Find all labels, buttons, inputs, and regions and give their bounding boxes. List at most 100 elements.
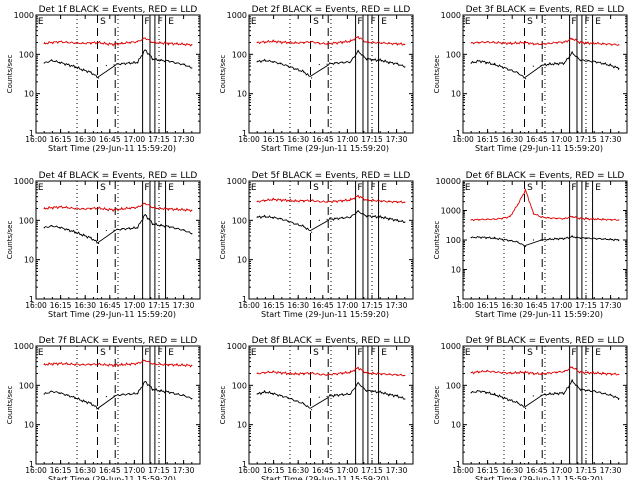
x-tick-label: 16:30 — [501, 301, 523, 310]
x-tick-label: 17:15 — [361, 466, 383, 475]
event-label: F — [371, 183, 376, 193]
events-series-line — [257, 49, 406, 78]
panel-title: Det 3f BLACK = Events, RED = LLD — [466, 5, 625, 15]
y-tick-label: 1000 — [14, 177, 34, 186]
x-tick-label: 17:00 — [124, 301, 146, 310]
x-tick-label: 17:15 — [148, 466, 170, 475]
panel-title: Det 6f BLACK = Events, RED = LLD — [466, 171, 625, 181]
panel-det-4: Det 4f BLACK = Events, RED = LLD 1 10 100 10… — [6, 171, 201, 319]
y-tick-label: 100 — [446, 381, 461, 390]
lld-series-line — [470, 366, 619, 376]
events-point — [318, 219, 320, 221]
events-point — [97, 242, 100, 244]
x-tick-label: 17:15 — [575, 301, 597, 310]
x-tick-label: 17:00 — [337, 301, 359, 310]
x-tick-label: 16:30 — [501, 135, 523, 144]
y-tick-label: 1000 — [441, 207, 461, 216]
x-tick-label: 16:00 — [238, 301, 260, 310]
y-tick-label: 10 — [451, 421, 461, 430]
events-point — [97, 408, 100, 410]
y-tick-label: 1 — [29, 295, 34, 304]
y-axis-label: Counts/sec — [433, 55, 441, 94]
x-axis-label: Start Time (29-Jun-11 15:59:20) — [261, 310, 389, 319]
x-tick-label: 17:30 — [386, 135, 408, 144]
x-tick-label: 16:15 — [263, 135, 285, 144]
x-tick-label: 16:45 — [99, 301, 121, 310]
x-tick-label: 17:15 — [361, 301, 383, 310]
events-point — [524, 407, 527, 409]
y-tick-label: 1000 — [14, 342, 34, 351]
y-tick-label: 1000 — [441, 342, 461, 351]
y-tick-label: 10 — [24, 90, 34, 99]
x-tick-label: 16:15 — [50, 466, 72, 475]
panel-det-1: Det 1f BLACK = Events, RED = LLD 1 10 100 10… — [6, 5, 201, 153]
y-axis-label: Counts/sec — [6, 221, 14, 260]
event-label: F — [357, 17, 362, 27]
event-label: F — [571, 183, 576, 193]
y-tick-label: 1000 — [227, 342, 247, 351]
x-tick-label: 16:30 — [501, 466, 523, 475]
events-point — [532, 65, 534, 67]
lld-series-line — [43, 37, 193, 47]
event-label: E — [38, 183, 44, 193]
x-tick-label: 16:00 — [25, 466, 47, 475]
events-series-line — [257, 209, 405, 232]
event-label: S — [100, 183, 106, 193]
events-point — [105, 229, 107, 232]
x-tick-label: 16:15 — [477, 466, 499, 475]
event-label: E — [381, 17, 387, 27]
y-tick-label: 1 — [242, 295, 247, 304]
y-tick-label: 1000 — [14, 11, 34, 20]
x-tick-label: 16:00 — [238, 135, 260, 144]
event-label: F — [585, 183, 590, 193]
panel-title: Det 9f BLACK = Events, RED = LLD — [466, 336, 625, 346]
events-point — [105, 395, 107, 398]
x-tick-label: 16:30 — [287, 466, 309, 475]
event-label: E — [38, 348, 44, 358]
y-tick-label: 10 — [451, 90, 461, 99]
events-point — [524, 78, 527, 80]
lld-series-line — [471, 37, 620, 46]
events-point — [318, 396, 320, 398]
events-series-line — [43, 214, 193, 244]
event-label: E — [595, 183, 601, 193]
event-label: E — [595, 17, 601, 27]
y-tick-label: 1000 — [227, 177, 247, 186]
x-tick-label: 16:45 — [526, 135, 548, 144]
panel-det-2: Det 2f BLACK = Events, RED = LLD 1 10 100 10… — [219, 5, 414, 153]
event-label: E — [381, 348, 387, 358]
y-axis-label: Counts/sec — [219, 221, 227, 260]
y-tick-label: 100 — [19, 50, 34, 59]
y-tick-label: 10 — [451, 266, 461, 275]
x-axis-label: Start Time (29-Jun-11 15:59:20) — [475, 475, 603, 480]
x-tick-label: 16:00 — [238, 466, 260, 475]
x-tick-label: 17:30 — [173, 466, 195, 475]
y-tick-label: 1 — [456, 129, 461, 138]
x-tick-label: 16:30 — [287, 135, 309, 144]
y-tick-label: 1000 — [227, 11, 247, 20]
x-tick-label: 17:00 — [124, 135, 146, 144]
y-axis-label: Counts/sec — [219, 386, 227, 425]
x-tick-label: 17:00 — [551, 301, 573, 310]
events-series-line — [43, 381, 193, 410]
panel-title: Det 5f BLACK = Events, RED = LLD — [252, 171, 411, 181]
y-tick-label: 100 — [232, 381, 247, 390]
y-axis-label: Counts/sec — [6, 55, 14, 94]
x-axis-label: Start Time (29-Jun-11 15:59:20) — [261, 475, 389, 480]
x-tick-label: 16:45 — [99, 135, 121, 144]
event-label: S — [527, 183, 533, 193]
x-axis-label: Start Time (29-Jun-11 15:59:20) — [48, 310, 176, 319]
panel-det-9: Det 9f BLACK = Events, RED = LLD 1 10 100 10… — [433, 336, 628, 480]
events-series-line — [470, 50, 620, 79]
x-tick-label: 16:00 — [25, 301, 47, 310]
x-tick-label: 17:30 — [173, 301, 195, 310]
events-series-line — [43, 49, 192, 79]
panel-title: Det 7f BLACK = Events, RED = LLD — [39, 336, 198, 346]
y-axis-label: Counts/sec — [219, 55, 227, 94]
events-point — [310, 77, 313, 79]
event-label: F — [158, 17, 163, 27]
x-tick-label: 16:45 — [312, 466, 334, 475]
y-tick-label: 100 — [446, 50, 461, 59]
x-tick-label: 17:00 — [551, 466, 573, 475]
y-tick-label: 1 — [456, 460, 461, 469]
